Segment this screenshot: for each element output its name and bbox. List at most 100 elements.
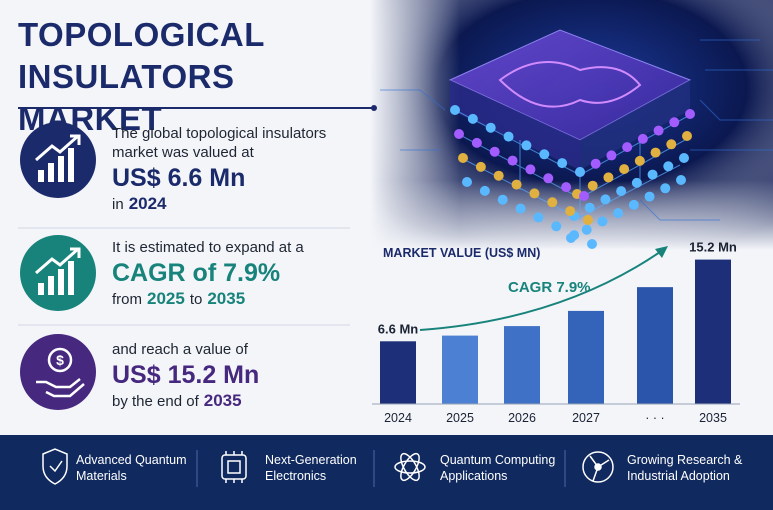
atom — [557, 158, 568, 169]
stat-text: to — [189, 291, 203, 308]
title-rule-dot — [371, 105, 377, 111]
atom — [551, 221, 562, 232]
atom — [619, 164, 630, 175]
stat-block: It is estimated to expand at a CAGR of 7.… — [112, 238, 352, 310]
footer-item: Next-Generation Electronics — [265, 453, 357, 483]
atom — [503, 131, 514, 142]
stat-text: by the end of — [112, 393, 199, 410]
page-title: TOPOLOGICAL INSULATORS MARKET — [18, 16, 265, 137]
bar — [504, 326, 540, 404]
atom — [669, 117, 680, 128]
atom — [644, 191, 655, 202]
icon-cagr — [20, 235, 96, 311]
footer-band — [0, 435, 773, 510]
atom — [663, 161, 674, 172]
atom — [682, 131, 692, 141]
atom — [529, 188, 540, 199]
stat-tail: by the end of 2035 — [112, 391, 352, 412]
atom — [666, 139, 677, 150]
atom — [525, 164, 536, 175]
stat-emphasis: 2035 — [203, 391, 242, 410]
value-label: 15.2 Mn — [689, 240, 737, 255]
atom — [637, 133, 648, 144]
atom — [485, 122, 496, 133]
atom — [631, 177, 642, 188]
atom — [547, 197, 558, 208]
atom — [454, 129, 464, 139]
stat-text: from — [112, 291, 142, 308]
stat-block: and reach a value of US$ 15.2 Mn by the en… — [112, 340, 352, 412]
atom — [622, 142, 633, 153]
footer-item: Growing Research & Industrial Adoption — [627, 453, 743, 483]
atom — [603, 172, 614, 183]
stat-emphasis: 2024 — [128, 194, 167, 213]
x-tick-label: 2026 — [508, 411, 536, 425]
footer-item: Quantum Computing Applications — [440, 453, 556, 483]
cagr-arrow — [419, 251, 661, 331]
atom — [587, 239, 597, 249]
icon-value: $ — [20, 334, 96, 410]
atom — [575, 167, 585, 177]
atom — [606, 150, 617, 161]
bar — [442, 335, 478, 404]
stat-emphasis: 2025 — [147, 289, 185, 308]
stat-emphasis: 2035 — [207, 289, 246, 308]
atom — [583, 215, 593, 225]
svg-text:$: $ — [56, 352, 64, 368]
atom — [628, 199, 639, 210]
atom — [458, 153, 468, 163]
footer-item: Advanced Quantum Materials — [76, 453, 187, 483]
x-tick-label: 2025 — [446, 411, 474, 425]
atom — [471, 137, 482, 148]
atom — [561, 182, 572, 193]
stat-tail: from 2025 to 2035 — [112, 289, 352, 310]
stat-highlight: US$ 6.6 Mn — [112, 164, 246, 192]
atom — [660, 183, 671, 194]
atom — [521, 140, 532, 151]
atom — [590, 158, 601, 169]
atom — [579, 191, 589, 201]
atom — [479, 185, 490, 196]
atom — [616, 186, 627, 197]
atom — [569, 230, 580, 241]
atom — [600, 194, 611, 205]
atom — [539, 149, 550, 160]
stat-highlight: US$ 15.2 Mn — [112, 361, 260, 389]
bar — [568, 310, 604, 404]
value-label: 6.6 Mn — [378, 321, 419, 336]
atom — [467, 113, 478, 124]
atom — [597, 216, 608, 227]
atom — [676, 175, 686, 185]
atom — [515, 203, 526, 214]
x-tick-label: 2035 — [699, 411, 727, 425]
atom — [587, 180, 598, 191]
circuit-lines — [380, 39, 773, 221]
atom — [650, 147, 661, 158]
chart-title: MARKET VALUE (US$ MN) — [383, 246, 540, 260]
stat-intro: and reach a value of — [112, 341, 248, 358]
atom — [584, 202, 595, 213]
footer-icons — [42, 448, 614, 485]
stat-intro: It is estimated to expand at a — [112, 239, 304, 256]
lattice-cube — [448, 29, 695, 249]
atom — [462, 177, 472, 187]
bar — [695, 259, 731, 404]
atom — [613, 208, 624, 219]
atom — [581, 224, 592, 235]
atom — [507, 155, 518, 166]
footer-separators — [196, 450, 566, 487]
cagr-label: CAGR 7.9% — [508, 279, 591, 296]
atom — [679, 153, 689, 163]
stat-tail: in 2024 — [112, 194, 352, 215]
atom — [653, 125, 664, 136]
stat-intro: The global topological insulators market… — [112, 125, 327, 161]
atom — [475, 161, 486, 172]
atom — [511, 179, 522, 190]
atom — [533, 212, 544, 223]
icon-growth — [20, 122, 96, 198]
atom — [634, 155, 645, 166]
atom — [489, 146, 500, 157]
atom — [565, 206, 576, 217]
